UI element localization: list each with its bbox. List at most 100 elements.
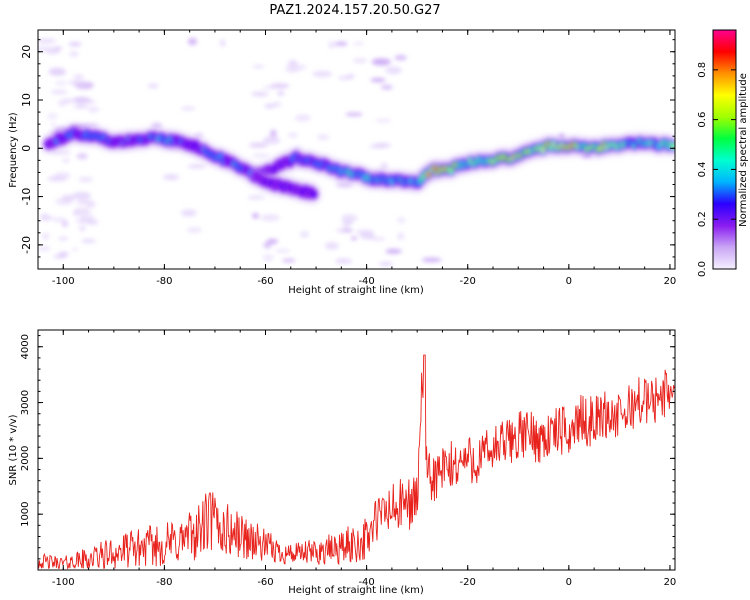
noise-blob (252, 212, 259, 219)
noise-blob (287, 61, 299, 67)
noise-blob (79, 214, 95, 221)
noise-blob (68, 41, 82, 47)
noise-blob (324, 242, 339, 250)
snr-series-line (38, 354, 675, 570)
noise-blob (260, 214, 280, 222)
x-tick-label: -20 (460, 276, 476, 287)
noise-blob (78, 225, 86, 232)
colorbar-tick-label: 0.4 (697, 161, 708, 177)
snr-frame (37, 329, 676, 571)
noise-blob (87, 106, 100, 113)
noise-blob (180, 209, 197, 217)
noise-blob (375, 119, 392, 123)
x-tick-label: -60 (257, 276, 273, 287)
noise-blob (46, 113, 59, 120)
noise-blob (81, 238, 96, 244)
noise-blob (186, 227, 202, 234)
branch-core (251, 171, 318, 200)
noise-blob (274, 248, 291, 253)
noise-blob (86, 219, 100, 225)
noise-blob (345, 112, 363, 117)
noise-blob (385, 248, 402, 254)
noise-blob (61, 194, 75, 202)
y-tick-label: 10 (20, 93, 33, 107)
noise-blob (335, 258, 353, 264)
noise-blob (249, 142, 268, 148)
x-tick-label: 0 (566, 276, 572, 287)
colorbar-tick-label: 0.6 (697, 112, 708, 128)
noise-blob (270, 83, 290, 89)
noise-blob (277, 90, 285, 97)
noise-blob (194, 132, 204, 139)
noise-blob (287, 132, 298, 138)
snr-x-ticks: -100 -80 -60 -40 -20 0 20 (52, 330, 676, 588)
noise-blob (62, 220, 68, 227)
noise-blob (75, 199, 95, 205)
noise-blob (49, 122, 57, 127)
noise-blob (187, 164, 207, 169)
x-tick-label: -80 (156, 577, 172, 588)
noise-blob (38, 245, 51, 252)
noise-blob (68, 79, 87, 86)
colorbar-tick-label: 0.8 (697, 62, 708, 78)
noise-blob (285, 65, 300, 73)
noise-blob (355, 229, 374, 235)
noise-blob (289, 59, 296, 64)
noise-blob (219, 39, 226, 47)
noise-blob (343, 228, 354, 233)
y-tick-label: -20 (20, 236, 33, 254)
y-tick-label: 4000 (20, 334, 31, 359)
noise-blob (299, 231, 310, 238)
noise-blob (371, 58, 391, 66)
x-tick-label: -100 (52, 577, 75, 588)
colorbar: 0.0 0.2 0.4 0.6 0.8 Normalized spectral ampl… (697, 29, 749, 277)
noise-blob (262, 86, 276, 90)
snr-y-ticks: 1000 2000 3000 4000 (20, 334, 675, 560)
x-tick-label: -80 (156, 276, 172, 287)
x-tick-label: 0 (566, 577, 572, 588)
noise-blob (181, 106, 196, 111)
x-tick-label: -40 (358, 276, 374, 287)
colorbar-gradient (713, 30, 736, 269)
spectrogram-x-ticks: -100 -80 -60 -40 -20 0 20 (52, 30, 676, 287)
noise-blob (282, 258, 296, 263)
noise-blob (38, 46, 53, 52)
noise-blob (187, 37, 198, 46)
branch-peak-mark (311, 192, 316, 196)
noise-blob (335, 182, 353, 188)
noise-blob (251, 91, 269, 97)
noise-blob (54, 81, 68, 85)
noise-blob (262, 254, 274, 262)
noise-blob (263, 242, 272, 249)
noise-blob (252, 65, 265, 69)
noise-blob (396, 217, 406, 224)
x-tick-label: 20 (664, 276, 677, 287)
noise-blob (50, 89, 68, 95)
noise-blob (42, 232, 50, 240)
noise-blob (270, 129, 277, 138)
ridge-core (44, 127, 675, 189)
noise-blob (334, 41, 348, 46)
noise-blob (40, 213, 50, 221)
noise-blob (252, 153, 270, 159)
noise-blob (48, 67, 66, 76)
noise-blob (294, 114, 311, 122)
spectrogram-x-label: Height of straight line (km) (288, 285, 424, 296)
noise-blob (163, 173, 180, 181)
noise-blob (58, 236, 69, 241)
y-tick-label: 2000 (20, 446, 31, 471)
noise-blob (338, 76, 353, 80)
noise-blob (262, 136, 281, 145)
ridge-peak-mark (671, 144, 675, 149)
noise-blob (51, 150, 72, 155)
colorbar-tick-label: 0.0 (697, 261, 708, 277)
noise-blob (353, 58, 367, 64)
colorbar-frame (712, 29, 737, 270)
snr-background (38, 330, 675, 570)
noise-blob (264, 103, 276, 109)
noise-blob (380, 162, 389, 170)
noise-blob (385, 66, 402, 75)
noise-blob (353, 41, 365, 46)
x-tick-label: -100 (52, 276, 75, 287)
